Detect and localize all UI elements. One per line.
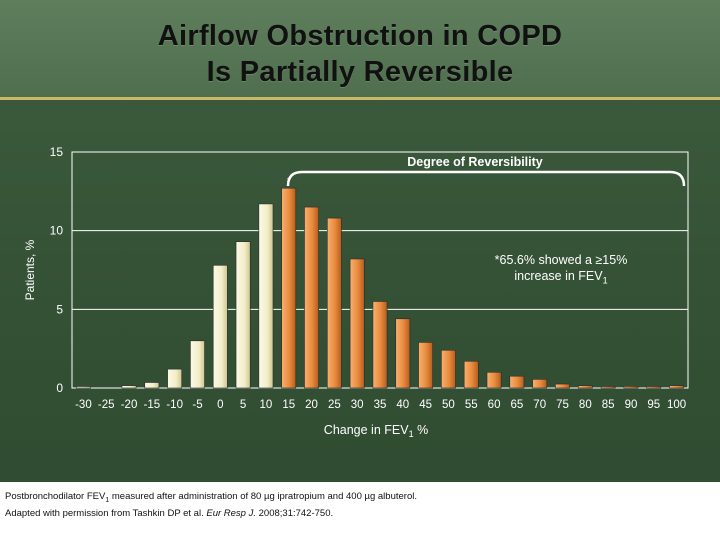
bar--10 [167,368,183,389]
x-tick-65: 65 [510,399,523,411]
x-tick-10: 10 [260,399,273,411]
bar-60 [486,371,502,389]
chart-title: Degree of Reversibility [407,155,543,169]
y-tick-5: 5 [56,302,63,316]
reversibility-brace [286,170,686,187]
bar-series [76,187,684,389]
bar-35 [372,301,388,389]
bar-95 [646,386,662,389]
x-tick-50: 50 [442,399,455,411]
bar-55 [463,360,479,389]
bar-15 [281,187,297,389]
footnote-line-1-b: measured after administration of 80 µg i… [109,491,417,502]
x-tick-30: 30 [351,399,364,411]
bar-40 [395,318,411,389]
x-tick-80: 80 [579,399,592,411]
x-tick--5: -5 [192,399,202,411]
x-tick-5: 5 [240,399,246,411]
x-axis-label-unit: % [414,423,429,437]
x-tick-40: 40 [396,399,409,411]
footnote-line-2: Adapted with permission from Tashkin DP … [5,508,333,519]
annotation-line-2: increase in FEV1 [476,268,646,289]
x-axis-label-subscript: 1 [409,429,414,439]
bar-30 [349,258,365,389]
footnote-line-1-a: Postbronchodilator FEV [5,491,106,502]
bar-20 [304,206,319,389]
x-tick-85: 85 [602,399,615,411]
annotation-line-2-subscript: 1 [602,275,608,286]
bar--5 [190,340,205,389]
x-tick-15: 15 [282,399,295,411]
bar-50 [441,349,456,389]
brace-asterisk: * [287,176,291,187]
reversibility-annotation: *65.6% showed a ≥15% increase in FEV1 [476,252,646,289]
title-area: Airflow Obstruction in COPD Is Partially… [0,0,720,100]
footnote-line-1: Postbronchodilator FEV1 measured after a… [5,491,417,504]
bar-90 [623,386,639,389]
slide-title-line-2: Is Partially Reversible [206,56,514,88]
bar-5 [235,241,251,389]
x-tick-75: 75 [556,399,569,411]
bar-45 [418,342,434,389]
bar-25 [326,217,342,389]
x-tick--25: -25 [98,399,115,411]
x-tick-70: 70 [533,399,546,411]
x-tick-labels: -30 -25 -20 -15 -10 -5 0 5 10 15 20 25 30 35 40 45 50 55 6… [75,399,686,411]
bar-85 [600,386,616,389]
x-axis-label: Change in FEV1 % [324,423,428,439]
y-axis-label: Patients, % [23,239,37,300]
footnote-line-2-b: 2008;31:742-750. [256,508,334,519]
x-tick-0: 0 [217,399,223,411]
x-axis-label-main: Change in FEV [324,423,409,437]
bar-100 [669,385,684,389]
x-tick-35: 35 [374,399,387,411]
footnote-journal: Eur Resp J. [206,508,256,519]
bar-75 [555,383,570,389]
y-tick-labels: 0 5 10 15 [50,145,64,395]
bar-80 [577,385,593,389]
annotation-line-2-main: increase in FEV [514,269,603,283]
footnote-line-1-subscript: 1 [105,496,110,504]
bar--20 [121,385,137,389]
bar--15 [144,382,160,389]
x-tick-60: 60 [488,399,501,411]
title-underline [0,97,720,100]
x-tick-55: 55 [465,399,478,411]
x-tick-20: 20 [305,399,318,411]
x-tick-45: 45 [419,399,432,411]
y-tick-10: 10 [50,224,64,238]
footnote-area: Postbronchodilator FEV1 measured after a… [0,482,720,540]
x-tick-90: 90 [625,399,638,411]
x-tick--10: -10 [166,399,183,411]
bar-70 [532,379,548,389]
y-tick-15: 15 [50,145,64,159]
x-tick-95: 95 [647,399,660,411]
x-tick--30: -30 [75,399,92,411]
bar-0 [212,264,228,389]
bar-10 [258,203,274,389]
footnote-line-2-a: Adapted with permission from Tashkin DP … [5,508,207,519]
x-tick-25: 25 [328,399,341,411]
y-tick-0: 0 [56,381,63,395]
reversibility-histogram: 0 5 10 15 -30 -25 -20 -15 -10 -5 0 5 10 15 20 25 30 35 40… [23,145,686,439]
bar--30 [76,386,91,389]
annotation-line-1: *65.6% showed a ≥15% [494,253,628,267]
bar-65 [509,375,525,389]
x-tick--15: -15 [144,399,161,411]
x-tick-100: 100 [667,399,686,411]
slide-title-line-1: Airflow Obstruction in COPD [157,20,563,52]
x-tick--20: -20 [121,399,138,411]
